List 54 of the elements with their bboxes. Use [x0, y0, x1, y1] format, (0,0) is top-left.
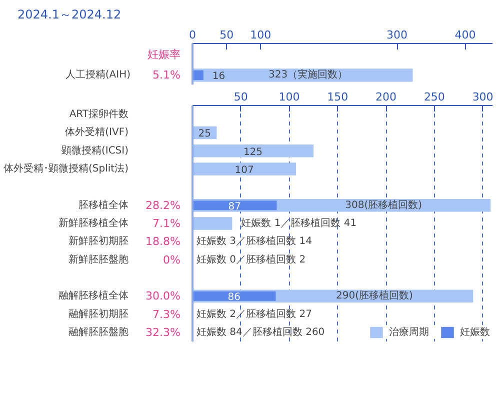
- y-tick-label: 融解胚胚盤胞: [68, 326, 128, 338]
- legend-label: 治療周期: [389, 326, 429, 339]
- y-tick-label: 体外受精(IVF): [65, 126, 129, 138]
- y-tick-label: 顕微授精(ICSI): [60, 144, 129, 156]
- y-tick-label: 体外受精･顕微授精(Split法): [4, 162, 129, 175]
- data-label: 290(胚移植回数): [336, 290, 413, 302]
- text: 妊娠数 84／胚移植回数 260: [196, 326, 325, 338]
- text: 2024.1～2024.12: [18, 8, 122, 22]
- x-tick-label: 100: [278, 90, 300, 104]
- data-label: 107: [234, 165, 254, 176]
- data-label: 87: [228, 201, 241, 212]
- x-tick-label: 250: [424, 90, 445, 104]
- data-label: 323（実施回数）: [268, 68, 348, 81]
- y-tick-label: 新鮮胚初期胚: [68, 235, 128, 248]
- y-tick-label: 新鮮胚胚盤胞: [68, 253, 128, 266]
- x-tick-label: 50: [234, 90, 248, 104]
- data-label: 16: [212, 71, 226, 82]
- y2-tick-label: 5.1%: [152, 68, 181, 82]
- text: 妊娠率: [148, 48, 180, 62]
- x-tick-label: 100: [250, 28, 272, 42]
- data-label: 308(胚移植回数): [345, 198, 422, 211]
- y2-tick-label: 18.8%: [146, 235, 181, 248]
- y2-tick-label: 28.2%: [146, 198, 181, 212]
- y-tick-label: 新鮮胚移植全体: [58, 217, 128, 229]
- x-tick-label: 400: [454, 28, 476, 42]
- y-tick-label: 人工授精(AIH): [65, 68, 131, 81]
- data-label: 25: [198, 128, 211, 140]
- data-label: 125: [243, 146, 263, 158]
- y2-tick-label: 30.0%: [146, 290, 181, 303]
- y2-tick-label: 32.3%: [146, 326, 181, 339]
- data-label: 86: [228, 292, 240, 304]
- text: 妊娠数 0／胚移植回数 2: [196, 254, 306, 266]
- bar: [192, 144, 314, 158]
- bar: [192, 291, 276, 301]
- x-tick-label: 300: [386, 28, 408, 42]
- y2-tick-label: 0%: [163, 253, 180, 266]
- x-tick-label: 150: [327, 90, 348, 104]
- y-tick-label: 融解胚初期胚: [68, 308, 128, 320]
- y-tick-label: 融解胚移植全体: [58, 290, 128, 302]
- x-tick-label: 200: [376, 90, 397, 104]
- text: 妊娠数 2／胚移植回数 27: [196, 308, 312, 320]
- y2-tick-label: 7.3%: [152, 308, 181, 321]
- x-tick-label: 50: [220, 28, 234, 42]
- y2-tick-label: 7.1%: [152, 217, 181, 230]
- y-tick-label: ART採卵件数: [69, 108, 128, 120]
- y-tick-label: 胚移植全体: [78, 198, 128, 211]
- text: 妊娠数 3／胚移植回数 14: [196, 236, 312, 248]
- x-tick-label: 300: [472, 90, 494, 104]
- data-label: 妊娠数 1／胚移植回数 41: [241, 217, 357, 229]
- bar: [192, 217, 232, 230]
- x-tick-label: 0: [189, 28, 196, 42]
- legend-label: 妊娠数: [460, 326, 490, 339]
- bar: [192, 200, 277, 210]
- bar: [192, 162, 296, 176]
